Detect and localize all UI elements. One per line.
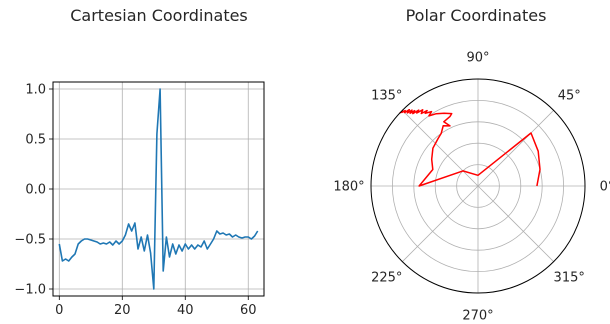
cartesian-grid <box>53 82 264 296</box>
polar-grid <box>371 79 585 293</box>
y-tick-label: −0.5 <box>14 233 46 248</box>
theta-tick-label: 45° <box>558 88 581 103</box>
theta-tick-label: 90° <box>466 51 489 66</box>
theta-tick-label: 0° <box>600 180 610 195</box>
cartesian-ticks: 0 20 40 60 1.0 0.5 0.0 −0.5 −1.0 <box>14 83 256 319</box>
y-tick-label: 0.5 <box>25 133 46 148</box>
cartesian-axes-frame <box>52 81 265 297</box>
polar-chart: Polar Coordinates 0° 45° 90° 135° 180° 225° 27… <box>333 6 610 324</box>
theta-tick-label: 135° <box>371 88 402 103</box>
theta-gridline <box>477 110 554 187</box>
polar-series-line <box>399 108 541 187</box>
cartesian-chart: Cartesian Coordinates 0 20 40 60 1.0 0.5 0.0 −0… <box>14 6 265 319</box>
cartesian-series-line <box>58 88 259 290</box>
theta-gridline <box>402 185 479 262</box>
y-tick-label: 0.0 <box>25 183 46 198</box>
theta-tick-label: 270° <box>462 309 493 324</box>
x-tick-label: 40 <box>177 303 194 318</box>
polar-title: Polar Coordinates <box>406 6 547 25</box>
y-tick-label: −1.0 <box>14 283 46 298</box>
theta-gridline <box>402 110 479 187</box>
polar-ticks: 0° 45° 90° 135° 180° 225° 270° 315° <box>333 51 610 324</box>
x-tick-label: 0 <box>55 303 63 318</box>
cartesian-title: Cartesian Coordinates <box>70 6 248 25</box>
y-tick-label: 1.0 <box>25 83 46 98</box>
x-tick-label: 20 <box>114 303 131 318</box>
theta-tick-label: 315° <box>554 271 585 286</box>
polar-axes-frame <box>370 78 586 294</box>
theta-gridline <box>477 185 554 262</box>
x-tick-label: 60 <box>240 303 257 318</box>
theta-tick-label: 225° <box>371 271 402 286</box>
theta-tick-label: 180° <box>333 180 364 195</box>
